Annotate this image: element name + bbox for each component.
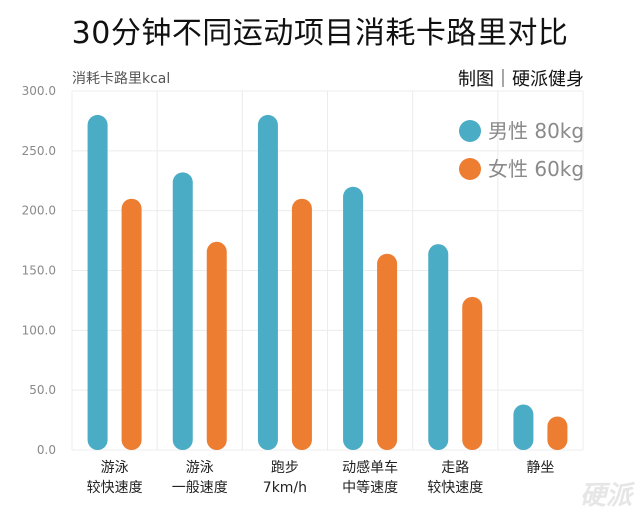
legend-label: 男性 80kg xyxy=(488,119,584,143)
legend-swatch xyxy=(459,158,481,180)
chart-title: 30分钟不同运动项目消耗卡路里对比 xyxy=(71,16,569,51)
y-tick-label: 0.0 xyxy=(37,443,56,457)
y-tick-label: 250.0 xyxy=(22,144,56,158)
y-tick-label: 100.0 xyxy=(22,323,56,337)
x-category-label: 7km/h xyxy=(263,480,307,496)
bar-male xyxy=(257,114,278,450)
y-tick-label: 300.0 xyxy=(22,84,56,98)
x-category-label: 较快速度 xyxy=(87,480,143,496)
legend-swatch xyxy=(459,120,481,142)
legend-label: 女性 60kg xyxy=(488,157,584,181)
x-category-label: 游泳 xyxy=(186,460,214,476)
bar-female xyxy=(206,241,227,450)
x-category-label: 较快速度 xyxy=(427,480,483,496)
bar-male xyxy=(513,404,534,450)
x-category-label: 走路 xyxy=(441,460,469,476)
watermark-logo: 硬派 xyxy=(579,481,632,511)
bar-male xyxy=(343,186,364,450)
bar-male xyxy=(172,172,193,450)
bar-male xyxy=(428,244,449,450)
y-tick-label: 50.0 xyxy=(29,383,56,397)
x-category-label: 一般速度 xyxy=(172,480,228,496)
bar-female xyxy=(462,296,483,450)
bar-female xyxy=(547,416,568,450)
y-axis-unit-label: 消耗卡路里kcal xyxy=(72,71,171,87)
x-category-label: 中等速度 xyxy=(342,479,398,496)
y-tick-label: 150.0 xyxy=(22,264,56,278)
bar-female xyxy=(121,198,142,450)
bar-female xyxy=(377,253,398,450)
chart-credit: 制图｜硬派健身 xyxy=(458,69,584,90)
x-category-label: 游泳 xyxy=(101,460,129,476)
x-category-label: 跑步 xyxy=(271,460,299,476)
x-category-label: 静坐 xyxy=(526,460,554,476)
bar-male xyxy=(87,114,108,450)
y-tick-label: 200.0 xyxy=(22,204,56,218)
bar-female xyxy=(291,198,312,450)
x-category-label: 动感单车 xyxy=(342,459,398,476)
